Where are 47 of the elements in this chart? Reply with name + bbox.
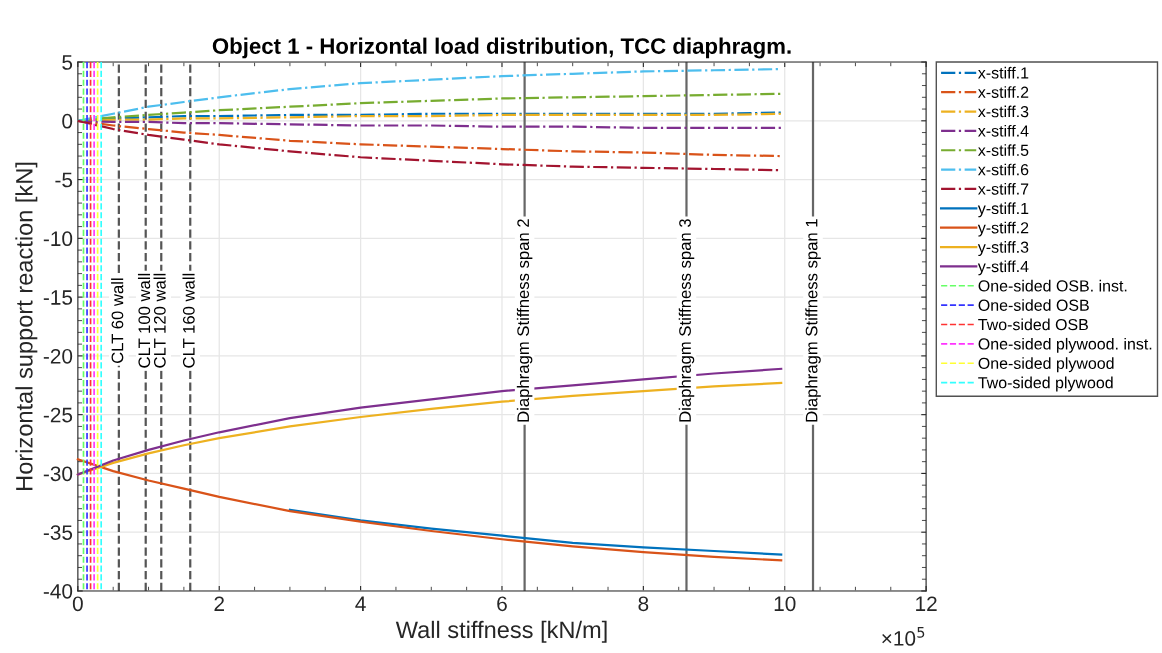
legend-label: y-stiff.1	[977, 202, 1029, 218]
ref-line-label: CLT 120 wall	[153, 273, 166, 368]
legend-label: x-stiff.1	[978, 66, 1029, 79]
legend-label: One-sided OSB. inst.	[978, 279, 1127, 292]
ref-line-label: CLT 60 wall	[111, 278, 124, 364]
x-tick-label: 8	[638, 596, 649, 612]
x-tick-label: 4	[355, 596, 366, 611]
legend-label: x-stiff.4	[978, 124, 1029, 137]
legend-label: Two-sided OSB	[978, 318, 1088, 331]
legend-label: One-sided plywood	[978, 357, 1114, 373]
y-tick-label: -15	[43, 290, 73, 305]
y-tick-label: 0	[62, 113, 73, 129]
legend-label: x-stiff.7	[978, 182, 1029, 195]
x-tick-label: 12	[916, 596, 937, 611]
y-tick-label: -20	[43, 348, 73, 364]
y-tick-label: -40	[43, 583, 73, 599]
chart-title: Object 1 - Horizontal load distribution, TCC diaphragm.	[212, 37, 791, 59]
legend-label: One-sided plywood. inst.	[978, 337, 1152, 353]
legend-label: x-stiff.2	[978, 86, 1029, 98]
ref-line-label: Diaphragm Stiffness span 1	[805, 219, 821, 422]
legend-label: Two-sided plywood	[978, 376, 1113, 392]
legend-label: x-stiff.6	[978, 163, 1029, 176]
legend-label: y-stiff.3	[977, 241, 1029, 256]
y-tick-label: -25	[43, 407, 73, 423]
y-tick-label: 5	[62, 55, 73, 70]
legend-label: y-stiff.4	[977, 260, 1029, 276]
legend-label: x-stiff.3	[978, 105, 1029, 118]
line-series	[288, 508, 783, 556]
ref-line-label: Diaphragm Stiffness span 2	[516, 219, 533, 422]
text: ×10$^{5}$	[882, 626, 925, 646]
x-tick-label: 6	[497, 596, 507, 612]
x-axis-title: Wall stiffness [kN/m]	[395, 620, 607, 643]
y-tick-label: -5	[55, 172, 73, 188]
y-tick-label: -10	[43, 231, 73, 247]
legend-label: One-sided OSB	[978, 299, 1089, 311]
x-tick-label: 2	[214, 596, 224, 611]
ref-line-label: Diaphragm Stiffness span 3	[678, 219, 695, 422]
line-series	[76, 458, 783, 562]
ref-line-label: CLT 100 wall	[137, 273, 151, 368]
y-axis-title: Horizontal support reaction [kN]	[15, 162, 38, 490]
y-tick-label: -30	[43, 466, 73, 482]
x-tick-label: 0	[72, 596, 83, 612]
legend-label: y-stiff.2	[977, 221, 1029, 237]
y-tick-label: -35	[43, 525, 73, 540]
legend-label: x-stiff.5	[978, 144, 1029, 156]
x-tick-label: 10	[774, 596, 796, 612]
ref-line-label: CLT 160 wall	[182, 273, 195, 368]
